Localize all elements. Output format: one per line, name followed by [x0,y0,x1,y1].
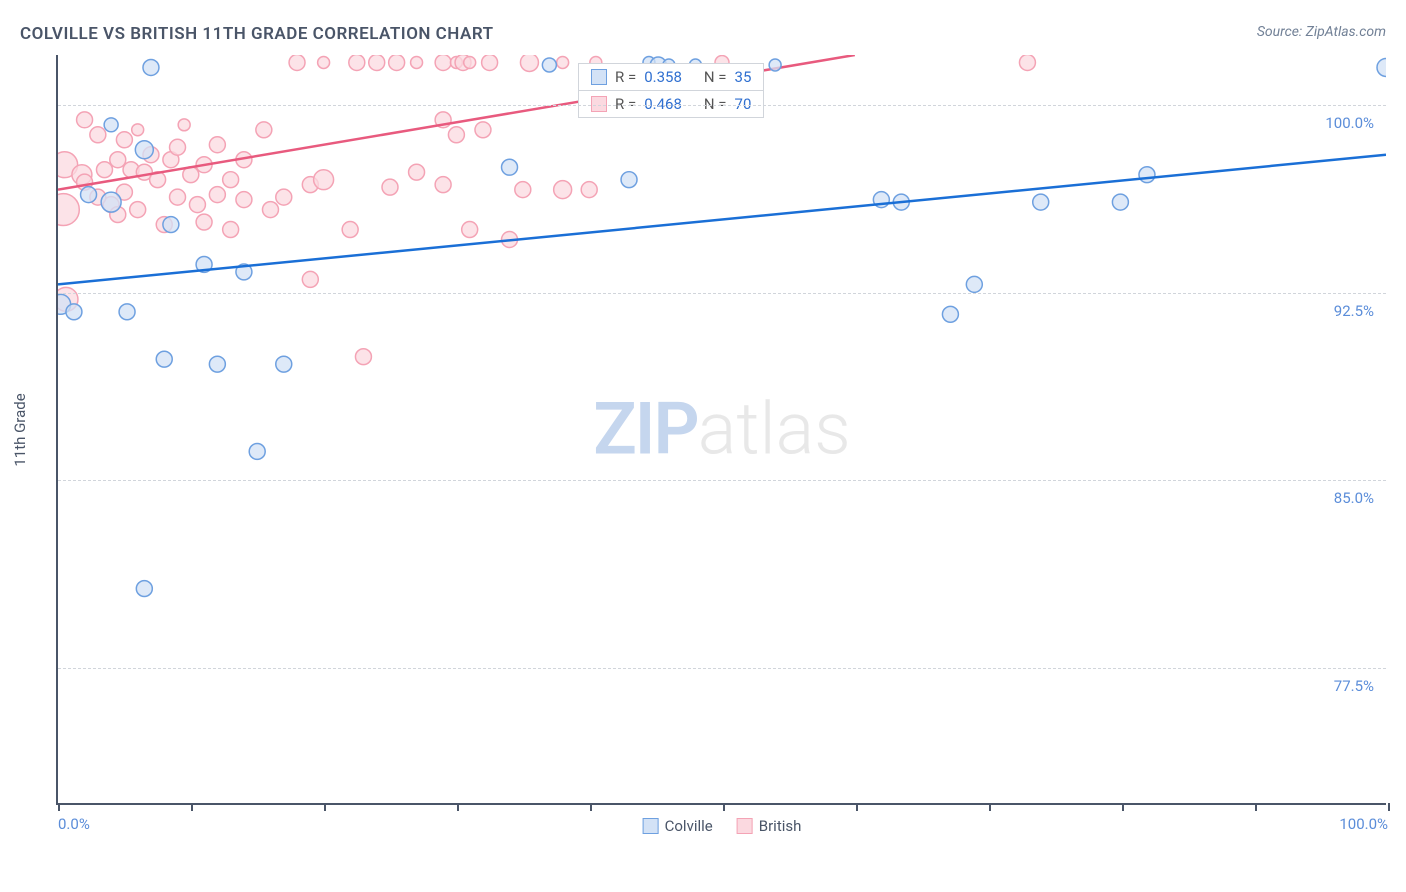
x-tick [324,803,326,811]
n-value-british: 70 [735,95,752,113]
x-tick [58,803,60,811]
gridline [58,105,1386,106]
x-tick [1122,803,1124,811]
y-axis-label: 11th Grade [11,393,29,466]
series-legend: Colville British [643,817,802,835]
legend-swatch-colville [591,69,607,85]
r-value-colville: 0.358 [644,68,682,86]
y-tick-label: 77.5% [1334,677,1374,695]
y-tick-label: 85.0% [1334,489,1374,507]
legend-swatch2-british [737,818,753,834]
x-tick [590,803,592,811]
gridline [58,293,1386,294]
x-tick-label: 100.0% [1339,815,1388,833]
chart-title: COLVILLE VS BRITISH 11TH GRADE CORRELATI… [20,24,494,44]
legend-row-colville: R = 0.358 N = 35 [579,64,763,91]
y-tick-label: 100.0% [1325,114,1374,132]
r-label-colville: R = [615,68,636,86]
legend-item-colville: Colville [643,817,713,835]
x-tick [1388,803,1390,811]
n-label-british: N = [704,95,727,113]
correlation-legend: R = 0.358 N = 35 R = 0.468 N = 70 [578,63,764,118]
x-tick [856,803,858,811]
legend-swatch-british [591,96,607,112]
legend-label-british: British [759,817,802,835]
r-label-british: R = [615,95,636,113]
x-tick [1255,803,1257,811]
legend-item-british: British [737,817,802,835]
legend-label-colville: Colville [665,817,713,835]
x-tick [457,803,459,811]
x-tick [989,803,991,811]
y-tick-label: 92.5% [1334,302,1374,320]
legend-row-british: R = 0.468 N = 70 [579,91,763,117]
plot-area: ZIPatlas R = 0.358 N = 35 R = 0.468 N = … [56,55,1386,805]
legend-swatch2-colville [643,818,659,834]
gridline [58,480,1386,481]
chart-source: Source: ZipAtlas.com [1257,24,1386,40]
gridline [58,668,1386,669]
x-tick [723,803,725,811]
r-value-british: 0.468 [644,95,682,113]
scatter-svg [58,55,1386,803]
x-tick-label: 0.0% [58,815,90,833]
n-value-colville: 35 [735,68,752,86]
x-tick [191,803,193,811]
n-label-colville: N = [704,68,727,86]
